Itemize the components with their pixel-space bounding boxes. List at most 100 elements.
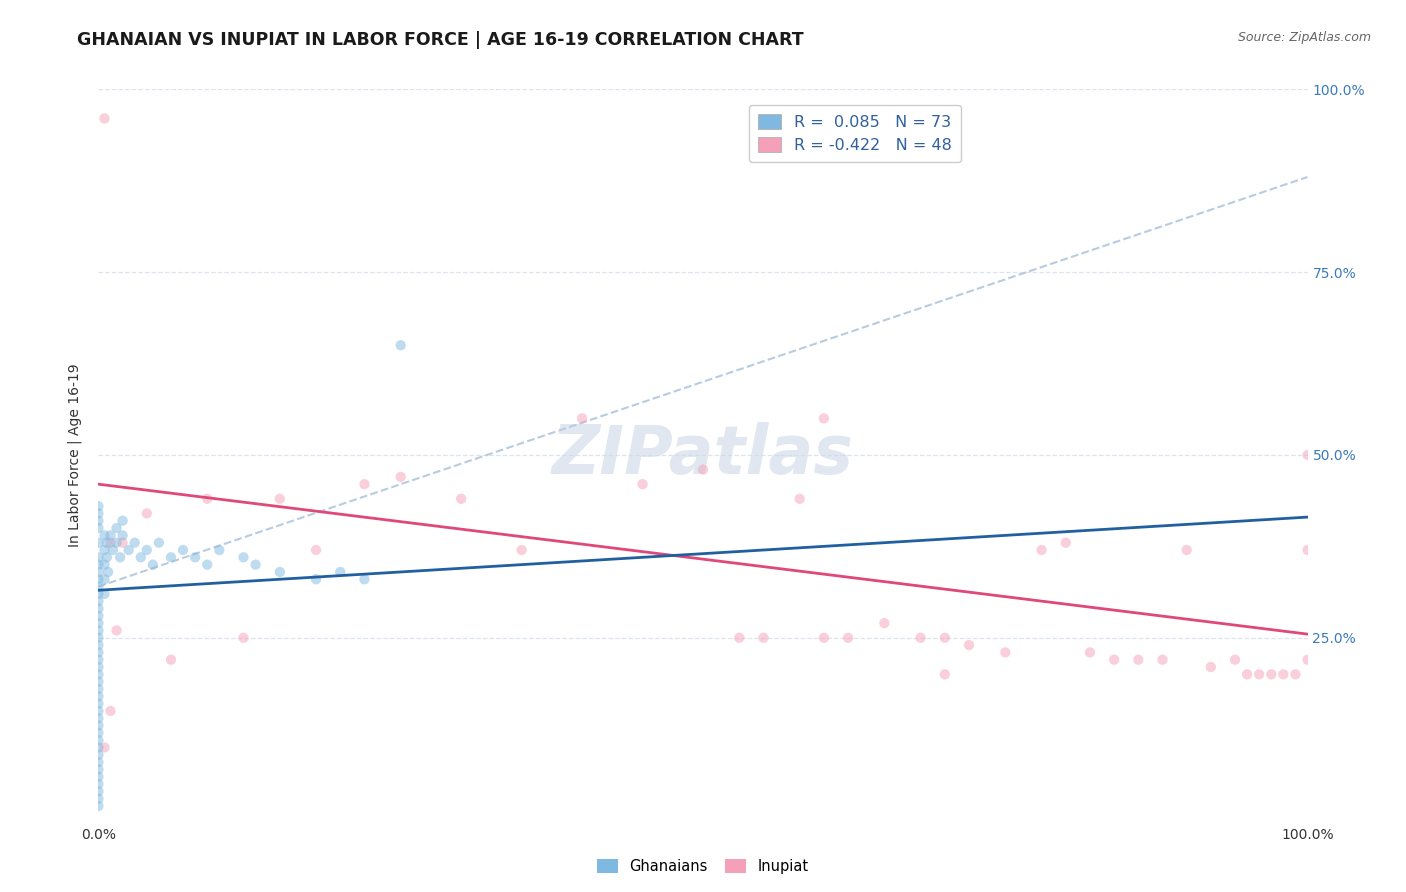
Point [105, 624, 128, 638]
Point [87, 624, 110, 638]
Point [692, 462, 714, 476]
Point [934, 631, 956, 645]
Point [87, 763, 110, 777]
Point [129, 550, 152, 565]
Point [389, 470, 412, 484]
Point [87, 535, 110, 549]
Point [728, 631, 751, 645]
Point [160, 550, 183, 565]
Point [93, 543, 115, 558]
Point [87, 690, 110, 704]
Point [269, 565, 291, 579]
Point [910, 631, 932, 645]
Point [1102, 653, 1125, 667]
Point [87, 777, 110, 791]
Point [87, 638, 110, 652]
Point [269, 491, 291, 506]
Point [184, 550, 207, 565]
Point [1152, 653, 1174, 667]
Point [87, 587, 110, 601]
Point [93, 587, 115, 601]
Point [245, 558, 267, 572]
Y-axis label: In Labor Force | Age 16-19: In Labor Force | Age 16-19 [67, 363, 83, 547]
Point [87, 740, 110, 755]
Point [105, 535, 128, 549]
Point [87, 558, 110, 572]
Point [1296, 653, 1319, 667]
Point [87, 580, 110, 594]
Point [752, 631, 775, 645]
Point [994, 645, 1017, 659]
Point [195, 558, 218, 572]
Point [208, 543, 231, 558]
Point [305, 543, 328, 558]
Point [1223, 653, 1246, 667]
Point [87, 660, 110, 674]
Point [1054, 535, 1077, 549]
Point [87, 521, 110, 535]
Point [93, 112, 115, 126]
Point [1260, 667, 1282, 681]
Point [195, 491, 218, 506]
Point [160, 653, 183, 667]
Point [87, 631, 110, 645]
Point [87, 550, 110, 565]
Legend: R =  0.085   N = 73, R = -0.422   N = 48: R = 0.085 N = 73, R = -0.422 N = 48 [749, 104, 962, 162]
Point [87, 594, 110, 608]
Point [118, 543, 141, 558]
Point [450, 491, 472, 506]
Point [87, 711, 110, 725]
Point [87, 799, 110, 814]
Point [87, 755, 110, 769]
Text: Source: ZipAtlas.com: Source: ZipAtlas.com [1237, 31, 1371, 45]
Legend: Ghanaians, Inupiat: Ghanaians, Inupiat [592, 854, 814, 880]
Point [87, 608, 110, 623]
Point [87, 674, 110, 689]
Point [1236, 667, 1258, 681]
Point [100, 528, 122, 542]
Point [232, 550, 254, 565]
Point [87, 514, 110, 528]
Point [510, 543, 533, 558]
Point [87, 704, 110, 718]
Point [571, 411, 593, 425]
Point [1078, 645, 1101, 659]
Point [105, 521, 128, 535]
Point [87, 572, 110, 586]
Point [232, 631, 254, 645]
Point [87, 718, 110, 732]
Point [957, 638, 980, 652]
Point [96, 550, 118, 565]
Point [142, 558, 165, 572]
Point [1175, 543, 1198, 558]
Point [100, 704, 122, 718]
Point [87, 681, 110, 696]
Point [100, 535, 122, 549]
Point [1031, 543, 1053, 558]
Point [87, 791, 110, 805]
Point [87, 784, 110, 798]
Point [934, 667, 956, 681]
Point [1296, 543, 1319, 558]
Point [93, 572, 115, 586]
Point [111, 535, 134, 549]
Point [148, 535, 170, 549]
Point [111, 514, 134, 528]
Point [135, 507, 157, 521]
Point [87, 507, 110, 521]
Point [813, 631, 835, 645]
Point [97, 565, 120, 579]
Point [1249, 667, 1271, 681]
Point [87, 565, 110, 579]
Point [172, 543, 194, 558]
Text: ZIPatlas: ZIPatlas [553, 422, 853, 488]
Point [87, 499, 110, 513]
Point [1272, 667, 1295, 681]
Point [87, 697, 110, 711]
Point [87, 653, 110, 667]
Point [873, 616, 896, 631]
Point [124, 535, 146, 549]
Point [1199, 660, 1222, 674]
Point [87, 747, 110, 762]
Point [353, 572, 375, 586]
